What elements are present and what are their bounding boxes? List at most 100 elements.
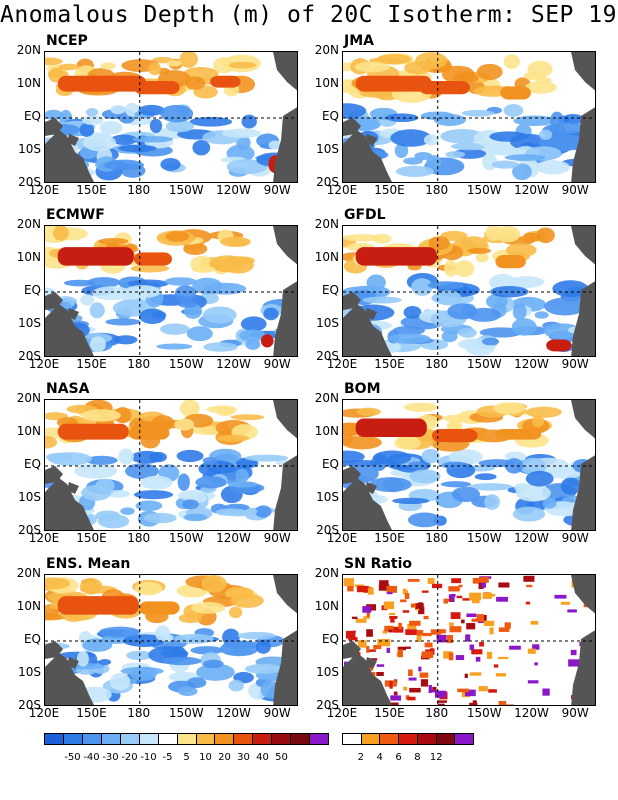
warm-core bbox=[57, 423, 129, 440]
colorbar-swatch bbox=[361, 734, 381, 744]
map-field bbox=[45, 575, 297, 705]
sn-speckle bbox=[532, 644, 540, 650]
latitude-tick-label: 10N bbox=[16, 76, 41, 90]
negative-anomaly-patch bbox=[427, 281, 465, 290]
negative-anomaly-patch bbox=[164, 277, 197, 286]
land-mass bbox=[273, 630, 297, 705]
negative-anomaly-patch bbox=[132, 136, 174, 143]
negative-anomaly-patch bbox=[165, 120, 195, 133]
sn-speckle bbox=[526, 584, 533, 588]
negative-anomaly-patch bbox=[109, 672, 131, 691]
panel-label: NCEP bbox=[46, 33, 88, 49]
negative-anomaly-patch bbox=[440, 129, 485, 144]
sn-speckle bbox=[496, 596, 509, 602]
sn-speckle bbox=[428, 684, 432, 693]
positive-anomaly-patch bbox=[179, 52, 198, 68]
sn-speckle bbox=[421, 651, 434, 659]
positive-anomaly-patch bbox=[230, 414, 265, 421]
sn-speckle bbox=[464, 673, 468, 679]
map-panel-gfdl bbox=[342, 225, 596, 357]
negative-anomaly-patch bbox=[392, 497, 430, 505]
land-mass bbox=[365, 657, 377, 669]
negative-anomaly-patch bbox=[120, 666, 164, 676]
sn-speckle bbox=[427, 578, 435, 584]
negative-anomaly-patch bbox=[227, 481, 258, 488]
negative-anomaly-patch bbox=[221, 128, 261, 139]
negative-anomaly-patch bbox=[512, 303, 527, 321]
sn-speckle bbox=[366, 629, 373, 637]
negative-anomaly-patch bbox=[169, 646, 187, 659]
map-panel-sn-ratio bbox=[342, 574, 596, 706]
sn-speckle bbox=[397, 649, 403, 658]
warm-core bbox=[355, 247, 437, 266]
negative-anomaly-patch bbox=[512, 506, 546, 522]
positive-anomaly-patch bbox=[229, 606, 243, 619]
longitude-tick-label: 120W bbox=[514, 183, 549, 197]
sn-speckle bbox=[478, 576, 489, 583]
sn-speckle bbox=[461, 619, 465, 624]
sn-speckle bbox=[548, 705, 558, 706]
latitude-tick-label: 10N bbox=[16, 424, 41, 438]
positive-anomaly-patch bbox=[165, 230, 190, 242]
sn-speckle bbox=[381, 639, 391, 647]
longitude-tick-label: 180 bbox=[425, 531, 449, 545]
sn-speckle bbox=[430, 629, 441, 635]
negative-anomaly-patch bbox=[123, 634, 166, 648]
panel-label: ENS. Mean bbox=[46, 556, 131, 572]
sn-speckle bbox=[568, 659, 580, 667]
negative-anomaly-patch bbox=[98, 659, 112, 666]
latitude-tick-label: 20S bbox=[316, 523, 339, 537]
negative-anomaly-patch bbox=[445, 151, 466, 158]
land-mass bbox=[365, 308, 377, 320]
sn-speckle bbox=[355, 618, 367, 623]
negative-anomaly-patch bbox=[481, 337, 500, 346]
latitude-tick-label: 20S bbox=[18, 175, 41, 189]
sn-speckle bbox=[388, 629, 393, 633]
sn-speckle bbox=[478, 582, 484, 590]
sn-speckle bbox=[400, 599, 407, 603]
land-mass bbox=[45, 292, 63, 310]
map-field bbox=[45, 400, 297, 530]
sn-speckle bbox=[462, 598, 470, 601]
sn-speckle bbox=[390, 695, 402, 701]
negative-anomaly-patch bbox=[183, 513, 208, 522]
colorbar-tick-label: -20 bbox=[121, 752, 138, 763]
latitude-tick-label: 10S bbox=[18, 490, 41, 504]
sn-speckle bbox=[429, 690, 438, 693]
latitude-tick-label: 20N bbox=[314, 391, 339, 405]
sn-speckle bbox=[415, 603, 424, 609]
positive-anomaly-patch bbox=[495, 226, 521, 243]
latitude-tick-label: 20S bbox=[18, 349, 41, 363]
sn-speckle bbox=[363, 616, 370, 619]
sn-speckle bbox=[448, 594, 455, 603]
latitude-tick-label: 20S bbox=[18, 523, 41, 537]
land-mass bbox=[343, 130, 392, 182]
sn-speckle bbox=[378, 584, 390, 591]
figure-title: Anomalous Depth (m) of 20C Isotherm: SEP… bbox=[0, 2, 618, 28]
positive-anomaly-patch bbox=[53, 226, 69, 241]
negative-anomaly-patch bbox=[202, 306, 237, 324]
negative-anomaly-patch bbox=[343, 450, 365, 463]
sn-speckle bbox=[432, 686, 437, 693]
warm-core bbox=[57, 75, 147, 92]
negative-anomaly-patch bbox=[504, 451, 526, 462]
sn-speckle bbox=[498, 582, 510, 588]
negative-anomaly-patch bbox=[154, 625, 171, 642]
sn-speckle bbox=[451, 593, 456, 597]
sn-speckle bbox=[443, 598, 449, 604]
positive-anomaly-patch bbox=[343, 435, 382, 450]
negative-anomaly-patch bbox=[139, 308, 166, 324]
map-panel-nasa bbox=[44, 399, 298, 531]
sn-speckle bbox=[425, 649, 434, 652]
sn-speckle bbox=[530, 620, 539, 625]
sn-speckle bbox=[523, 575, 535, 582]
positive-anomaly-patch bbox=[444, 259, 458, 277]
longitude-tick-label: 150E bbox=[76, 357, 107, 371]
negative-anomaly-patch bbox=[543, 323, 581, 339]
negative-anomaly-patch bbox=[106, 489, 131, 498]
colorbar-tick-label: -30 bbox=[102, 752, 119, 763]
land-mass bbox=[273, 575, 297, 614]
negative-anomaly-patch bbox=[195, 476, 227, 489]
latitude-tick-label: EQ bbox=[321, 109, 339, 123]
sn-speckle bbox=[469, 672, 482, 676]
